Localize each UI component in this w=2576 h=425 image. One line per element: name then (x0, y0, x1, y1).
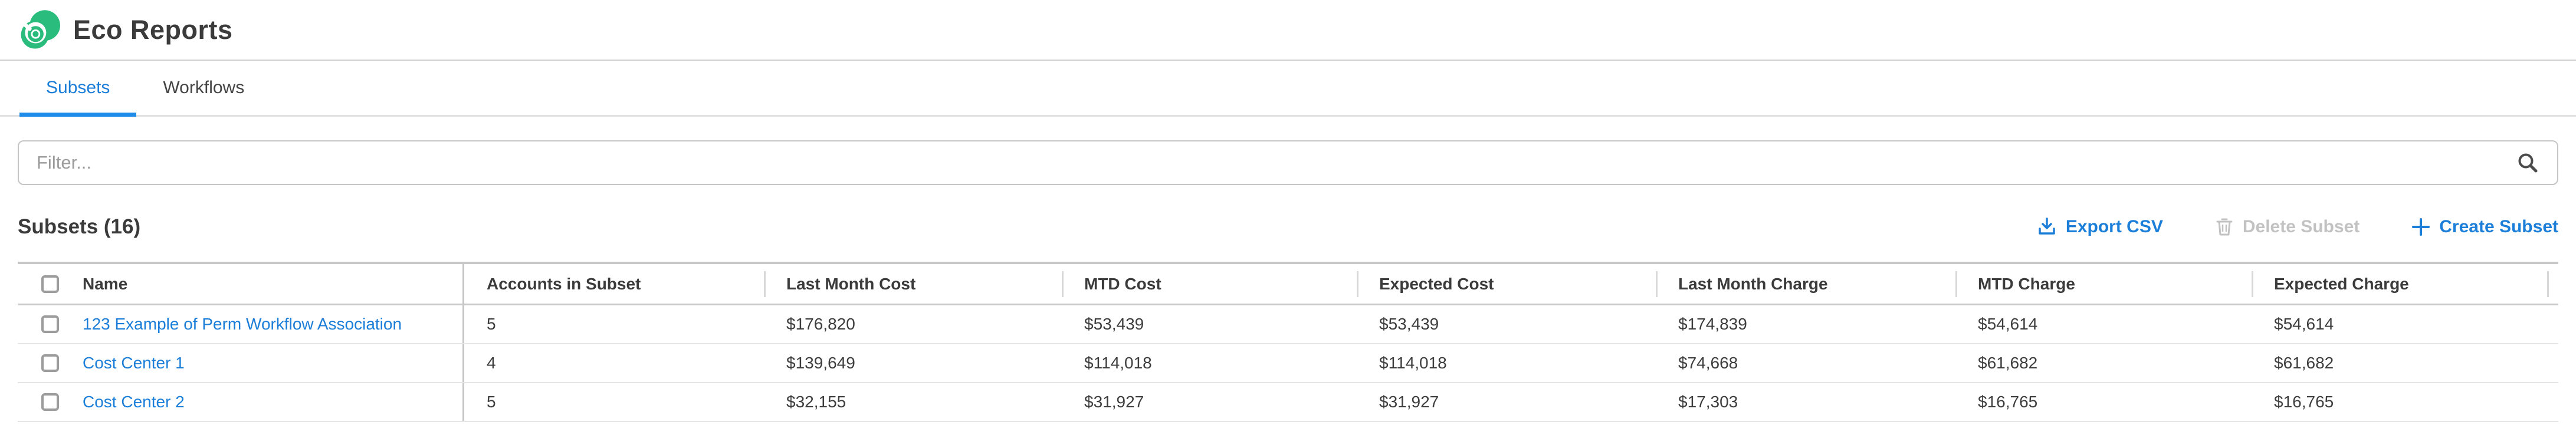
row-checkbox[interactable] (41, 393, 59, 411)
download-icon (2039, 218, 2055, 235)
delete-subset-label: Delete Subset (2242, 217, 2360, 236)
eco-logo-icon (18, 9, 60, 48)
cell-expected-cost: $114,018 (1379, 354, 1447, 372)
app-header: Eco Reports (0, 0, 2576, 61)
select-all-checkbox[interactable] (41, 275, 59, 293)
cell-expected-cost: $31,927 (1379, 393, 1439, 411)
cell-last-month-cost: $176,820 (786, 315, 855, 333)
column-header-name: Name (18, 264, 464, 304)
create-subset-label: Create Subset (2439, 217, 2558, 236)
subsets-table: Name Accounts in Subset Last Month Cost … (18, 262, 2558, 422)
cell-mtd-cost: $114,018 (1084, 354, 1152, 372)
page-title: Eco Reports (73, 14, 233, 45)
action-buttons: Export CSV Delete Subset Create Subset (2037, 217, 2558, 237)
cell-expected-charge: $54,614 (2274, 315, 2334, 333)
trash-icon (2216, 218, 2233, 236)
cell-mtd-cost: $53,439 (1084, 315, 1144, 333)
subset-link[interactable]: 123 Example of Perm Workflow Association (83, 315, 402, 333)
table-header-row: Name Accounts in Subset Last Month Cost … (18, 264, 2558, 305)
cell-last-month-cost: $32,155 (786, 393, 846, 411)
column-header-label: Name (83, 274, 128, 293)
cell-expected-charge: $61,682 (2274, 354, 2334, 372)
cell-last-month-cost: $139,649 (786, 354, 855, 372)
subset-link[interactable]: Cost Center 2 (83, 393, 185, 411)
create-subset-button[interactable]: Create Subset (2411, 217, 2558, 237)
cell-accounts: 5 (487, 393, 496, 411)
filter-input[interactable] (18, 140, 2558, 185)
column-header-expected-cost: Expected Cost (1357, 264, 1656, 304)
cell-name: 123 Example of Perm Workflow Association (18, 305, 464, 343)
section-bar: Subsets (16) Export CSV Delete Subset (18, 213, 2558, 240)
cell-expected-cost: $53,439 (1379, 315, 1439, 333)
delete-subset-button[interactable]: Delete Subset (2215, 217, 2360, 237)
subset-link[interactable]: Cost Center 1 (83, 354, 185, 372)
cell-last-month-charge: $17,303 (1678, 393, 1738, 411)
row-checkbox[interactable] (41, 315, 59, 333)
column-header-mtd-cost: MTD Cost (1062, 264, 1357, 304)
cell-mtd-charge: $54,614 (1978, 315, 2038, 333)
row-checkbox[interactable] (41, 354, 59, 372)
cell-mtd-charge: $16,765 (1978, 393, 2038, 411)
export-csv-label: Export CSV (2065, 217, 2163, 236)
table-row[interactable]: Cost Center 1 4 $139,649 $114,018 $114,0… (18, 344, 2558, 383)
cell-spacer (2547, 383, 2570, 421)
cell-expected-charge: $16,765 (2274, 393, 2334, 411)
cell-mtd-charge: $61,682 (1978, 354, 2038, 372)
section-title: Subsets (16) (18, 215, 141, 238)
column-header-accounts: Accounts in Subset (487, 274, 641, 293)
cell-accounts: 5 (487, 315, 496, 333)
cell-last-month-charge: $74,668 (1678, 354, 1738, 372)
plus-icon (2412, 218, 2430, 236)
cell-spacer (2547, 344, 2570, 382)
column-header-mtd-charge: MTD Charge (1955, 264, 2252, 304)
cell-name: Cost Center 2 (18, 383, 464, 421)
tab-workflows[interactable]: Workflows (163, 78, 245, 97)
filter-bar (18, 140, 2558, 185)
table-row[interactable]: Cost Center 2 5 $32,155 $31,927 $31,927 … (18, 383, 2558, 422)
column-header-last-month-charge: Last Month Charge (1656, 264, 1955, 304)
search-icon (2518, 153, 2538, 173)
cell-name: Cost Center 1 (18, 344, 464, 382)
column-header-last-month-cost: Last Month Cost (764, 264, 1062, 304)
column-header-expected-charge: Expected Charge (2252, 264, 2547, 304)
export-csv-button[interactable]: Export CSV (2037, 217, 2163, 237)
tab-bar: Subsets Workflows (0, 61, 2576, 117)
table-row[interactable]: 123 Example of Perm Workflow Association… (18, 305, 2558, 344)
column-header-spacer (2547, 264, 2570, 304)
cell-last-month-charge: $174,839 (1678, 315, 1747, 333)
cell-accounts: 4 (487, 354, 496, 372)
tab-subsets[interactable]: Subsets (19, 61, 137, 117)
cell-mtd-cost: $31,927 (1084, 393, 1144, 411)
cell-spacer (2547, 305, 2570, 343)
